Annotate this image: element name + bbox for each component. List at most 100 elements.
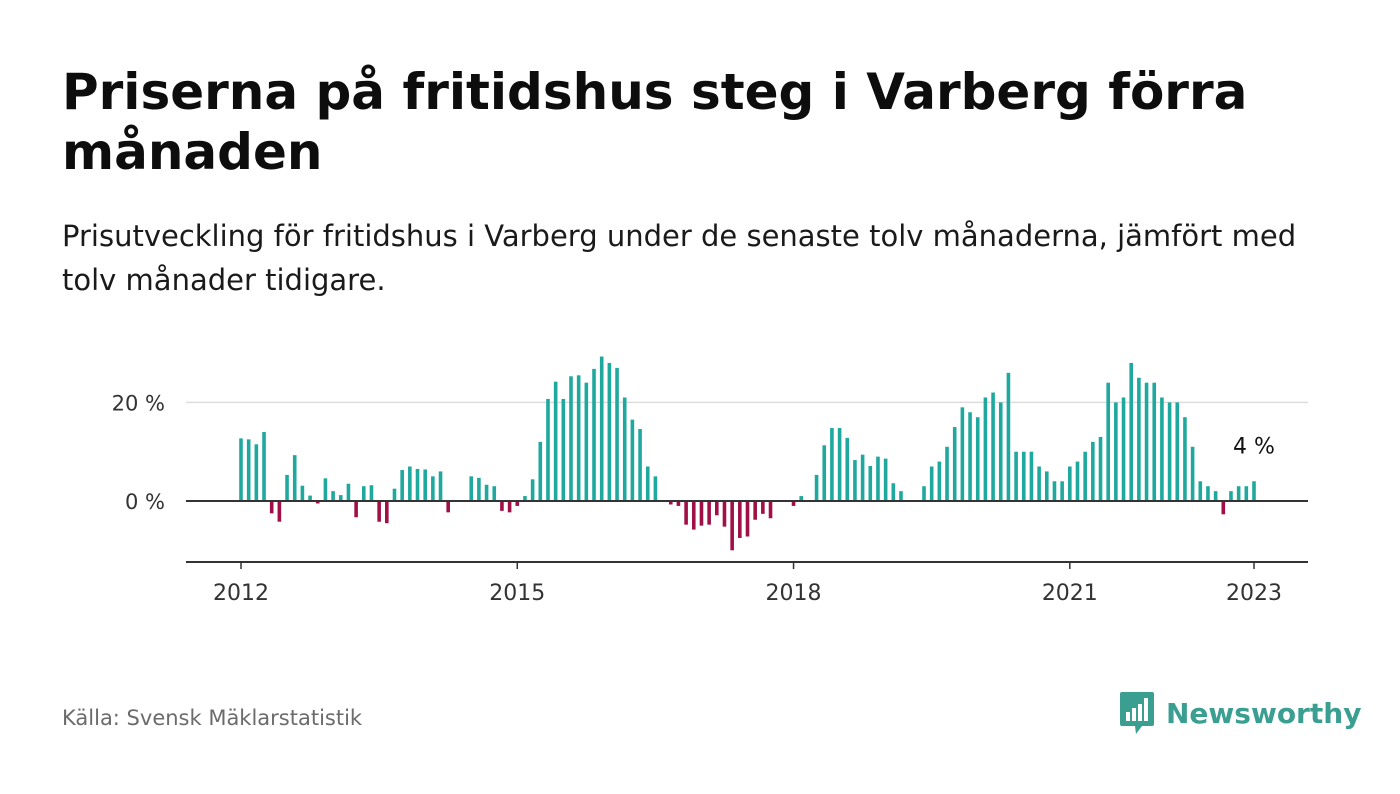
bar: [1075, 461, 1080, 501]
bar: [761, 501, 765, 514]
bar: [1229, 491, 1233, 501]
bar: [400, 469, 404, 501]
bar: [822, 445, 827, 501]
bar: [423, 469, 427, 501]
bar: [331, 491, 335, 501]
bar: [292, 455, 297, 501]
bar: [691, 501, 696, 530]
chart-title: Priserna på fritidshus steg i Varberg fö…: [62, 63, 1248, 181]
bar: [730, 501, 734, 551]
bar: [546, 398, 550, 501]
bar: [975, 417, 980, 501]
bar: [1106, 382, 1110, 501]
axes: [186, 500, 1308, 569]
bar: [883, 458, 888, 501]
bar: [722, 501, 727, 527]
bar: [308, 495, 312, 501]
bar: [1083, 451, 1087, 501]
bar: [983, 397, 988, 501]
bar: [469, 476, 474, 501]
bar: [1137, 377, 1141, 501]
bar: [584, 382, 589, 501]
bar: [1068, 466, 1072, 501]
bar: [477, 477, 481, 501]
bar: [830, 428, 834, 501]
bar: [1252, 481, 1256, 501]
bar: [968, 412, 972, 501]
bar: [1144, 382, 1149, 501]
bar: [768, 501, 773, 519]
brand-name: Newsworthy: [1166, 696, 1362, 730]
bar: [845, 437, 850, 501]
bar: [523, 496, 527, 501]
bar: [315, 501, 320, 504]
bar: [592, 368, 596, 501]
bar: [1098, 436, 1103, 501]
bar: [891, 483, 896, 501]
bar: [323, 478, 328, 501]
bar: [860, 454, 865, 501]
bar: [1129, 362, 1134, 501]
bar: [1175, 402, 1180, 501]
bar: [853, 460, 857, 501]
bar: [791, 501, 796, 506]
brand-logo[interactable]: Newsworthy: [1118, 688, 1361, 738]
x-tick-label: 2015: [489, 581, 545, 606]
bar: [1114, 402, 1118, 501]
bar: [945, 446, 949, 501]
bar: [1198, 481, 1203, 501]
bar: [1037, 466, 1041, 501]
bar: [1044, 471, 1049, 501]
bar: [415, 468, 420, 501]
bar: [814, 474, 819, 501]
bar: [699, 501, 704, 526]
bar: [1183, 417, 1187, 501]
bar: [538, 441, 543, 501]
bar: [1152, 382, 1157, 501]
x-tick-label: 2021: [1042, 581, 1098, 606]
bar: [1167, 402, 1172, 501]
bar: [239, 438, 243, 501]
bar: [1121, 397, 1126, 501]
bar: [361, 486, 366, 501]
bar: [1021, 451, 1026, 501]
bar: [991, 392, 995, 501]
y-tick-label: 0 %: [125, 490, 165, 514]
bar: [1221, 501, 1226, 515]
bar: [246, 439, 251, 501]
y-tick-label: 20 %: [112, 391, 165, 415]
bar: [615, 367, 619, 501]
bar: [446, 501, 451, 513]
x-tick-label: 2012: [213, 581, 269, 606]
bar: [1052, 481, 1057, 501]
bar: [1014, 451, 1018, 501]
bar: [738, 501, 742, 538]
bar: [385, 501, 389, 524]
tick-labels: 0 % 20 % 2012 2015 2018 2021 2023 4 %: [112, 391, 1282, 606]
bar: [1029, 451, 1034, 501]
bar: [715, 501, 719, 516]
bar: [269, 501, 274, 514]
bar: [500, 501, 504, 511]
bar: [622, 397, 627, 501]
bar: [653, 476, 658, 501]
bar: [952, 427, 957, 501]
bar: [960, 407, 965, 501]
bar: [899, 491, 903, 501]
bar: [599, 356, 604, 501]
bar: [569, 376, 573, 501]
bar: [576, 375, 581, 501]
source-note: Källa: Svensk Mäklarstatistik: [62, 706, 363, 730]
bar: [645, 466, 650, 501]
x-tick-label: 2023: [1226, 581, 1282, 606]
bar: [929, 466, 934, 501]
bar: [837, 428, 842, 501]
bar: [507, 501, 512, 513]
bar: [668, 501, 673, 505]
bar: [753, 501, 757, 520]
bar: [998, 402, 1003, 501]
bar: [1190, 446, 1195, 501]
bar: [1206, 486, 1210, 501]
bar: [745, 501, 750, 537]
bar: [638, 429, 642, 501]
